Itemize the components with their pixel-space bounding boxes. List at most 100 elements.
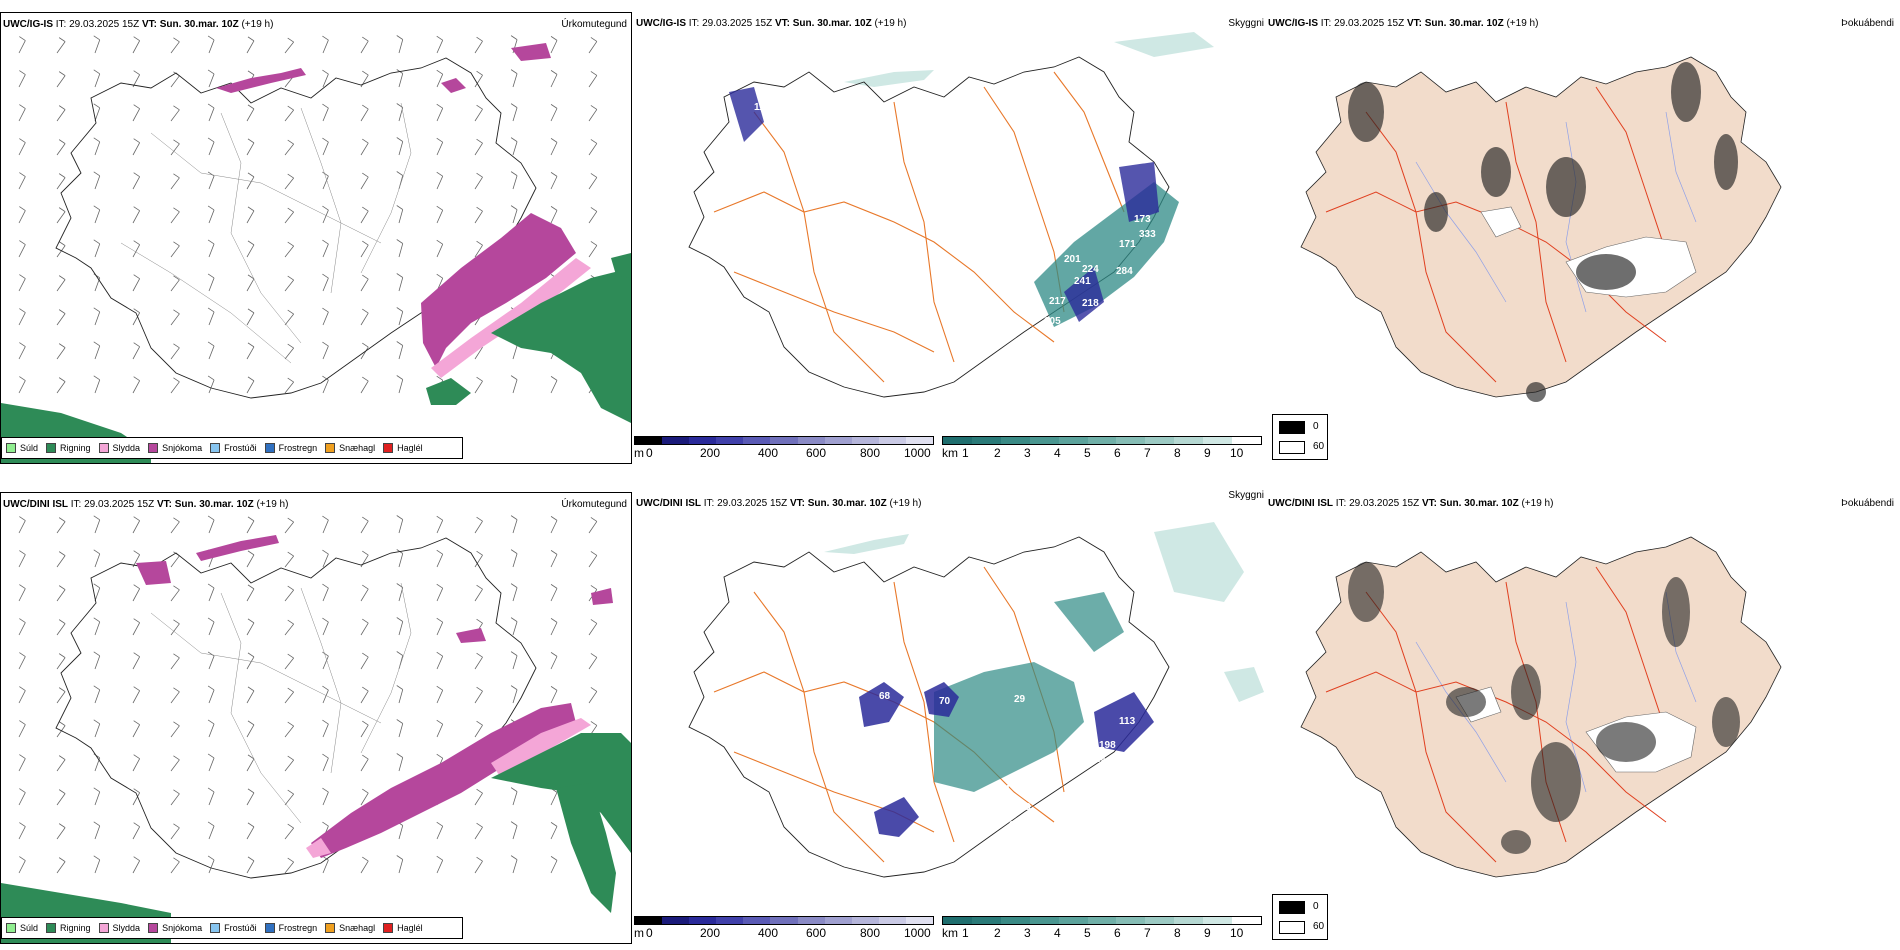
colorbar-swatch bbox=[1029, 917, 1059, 924]
fog-swatch-60 bbox=[1279, 441, 1305, 454]
it-value: 29.03.2025 15Z bbox=[1334, 18, 1405, 29]
wind-barb bbox=[284, 755, 295, 772]
wind-barb bbox=[322, 205, 329, 224]
visibility-label: 113 bbox=[754, 102, 771, 113]
legend-item: Frostregn bbox=[264, 923, 317, 933]
wind-barb bbox=[360, 172, 369, 190]
wind-barb bbox=[207, 515, 215, 534]
wind-barb bbox=[56, 789, 66, 806]
wind-barb bbox=[132, 240, 141, 258]
wind-barb bbox=[56, 687, 66, 704]
wind-barb bbox=[550, 856, 558, 874]
colorbar-swatch bbox=[971, 437, 1001, 444]
wind-barbs bbox=[18, 515, 598, 874]
wind-barb bbox=[474, 856, 483, 874]
visibility-area bbox=[1224, 667, 1264, 702]
swatch bbox=[46, 443, 57, 453]
visibility-label: 105 bbox=[1044, 316, 1061, 327]
vis-km-colorbar: km 1 2 3 4 5 6 7 8 9 10 bbox=[942, 436, 1262, 466]
legend-item: Rigning bbox=[46, 443, 91, 453]
low-visibility-area bbox=[1064, 267, 1104, 322]
wind-barb bbox=[246, 652, 255, 670]
wind-barb bbox=[246, 584, 255, 602]
wind-barb bbox=[207, 787, 215, 806]
wind-barb bbox=[550, 376, 558, 394]
vis-meter-colorbar: m 0 200 400 600 800 1000 bbox=[634, 436, 934, 466]
wind-barb bbox=[132, 652, 141, 670]
wind-barb bbox=[360, 104, 369, 122]
visibility-label: 708 bbox=[1112, 294, 1129, 305]
colorbar-tick: 800 bbox=[860, 926, 881, 940]
wind-barb bbox=[588, 207, 598, 224]
wind-barb bbox=[18, 376, 26, 394]
wind-barb bbox=[436, 549, 444, 568]
wind-barb bbox=[360, 376, 369, 394]
visibility-label: 333 bbox=[1139, 229, 1156, 240]
colorbar-swatch bbox=[1029, 437, 1059, 444]
wind-barb bbox=[396, 515, 404, 534]
wind-barb bbox=[510, 137, 518, 156]
wind-barb bbox=[93, 137, 101, 156]
legend-item: Haglél bbox=[383, 923, 423, 933]
legend-item: Frostúði bbox=[210, 443, 257, 453]
legend-label: Snæhagl bbox=[339, 443, 376, 453]
wind-barb bbox=[474, 652, 483, 670]
visibility-label: 113 bbox=[1119, 716, 1136, 727]
snow-area bbox=[456, 628, 486, 643]
wind-barb bbox=[360, 516, 369, 534]
wind-barb bbox=[360, 720, 369, 738]
wind-barb bbox=[56, 857, 66, 874]
wind-barb bbox=[56, 105, 66, 122]
visibility-label: 214 bbox=[1089, 754, 1106, 765]
wind-barb bbox=[588, 173, 598, 190]
fog-map bbox=[1300, 56, 1782, 402]
wind-barb bbox=[132, 516, 141, 534]
wind-barb bbox=[284, 207, 295, 224]
colorbar-swatches bbox=[942, 436, 1262, 445]
colorbar-swatch bbox=[1116, 917, 1146, 924]
wind-barb bbox=[246, 172, 255, 190]
vt-value: Sun. 30.mar. 10Z bbox=[792, 18, 872, 29]
wind-barb bbox=[284, 789, 295, 806]
wind-barb bbox=[170, 755, 180, 772]
colorbar-swatch bbox=[824, 917, 852, 924]
fog-legend: 0 60 bbox=[1272, 414, 1328, 460]
wind-barb bbox=[322, 69, 329, 88]
wind-barb bbox=[170, 653, 180, 670]
wind-barb bbox=[550, 788, 558, 806]
visibility-area bbox=[844, 70, 934, 87]
colorbar-tick: 3 bbox=[1024, 446, 1031, 460]
low-visibility-area bbox=[1094, 692, 1154, 752]
interior-lines bbox=[150, 582, 412, 824]
wind-barb bbox=[170, 721, 180, 738]
swatch bbox=[210, 443, 221, 453]
wind-barb bbox=[170, 789, 180, 806]
wind-barb bbox=[93, 651, 101, 670]
vt-value: Sun. 30.mar. 10Z bbox=[1439, 498, 1519, 509]
wind-barb bbox=[246, 206, 255, 224]
wind-barb bbox=[170, 823, 180, 840]
snow-area bbox=[136, 561, 171, 585]
it-label: IT: bbox=[703, 498, 715, 509]
wind-barb bbox=[246, 516, 255, 534]
wind-barb bbox=[360, 206, 369, 224]
wind-barb bbox=[170, 139, 180, 156]
wind-barb bbox=[436, 69, 444, 88]
wind-barb bbox=[322, 753, 329, 772]
wind-barb bbox=[510, 205, 518, 224]
lead-time: (+19 h) bbox=[1521, 498, 1554, 509]
wind-barb bbox=[322, 239, 329, 258]
wind-barb bbox=[588, 105, 598, 122]
snow-area bbox=[511, 43, 551, 61]
colorbar-swatch bbox=[943, 917, 972, 924]
it-label: IT: bbox=[1335, 498, 1347, 509]
legend-item: Frostregn bbox=[264, 443, 317, 453]
wind-barb bbox=[396, 307, 404, 326]
visibility-label: 218 bbox=[1082, 298, 1099, 309]
wind-barb bbox=[207, 103, 215, 122]
visibility-label: 173 bbox=[1134, 214, 1151, 225]
fog-patches bbox=[1348, 562, 1740, 854]
wind-barb bbox=[284, 275, 295, 292]
wind-barb bbox=[132, 618, 141, 636]
wind-barb bbox=[170, 687, 180, 704]
